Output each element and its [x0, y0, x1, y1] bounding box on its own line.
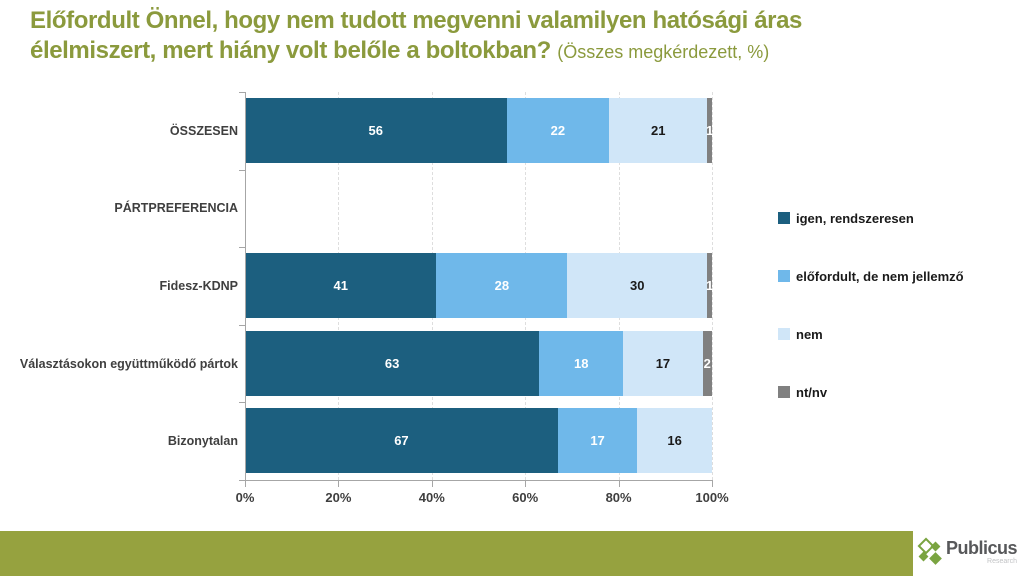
bar-value-label: 17 — [655, 355, 671, 371]
bar-segment: 18 — [539, 330, 624, 396]
bar-value-label: 1 — [706, 278, 714, 294]
y-axis-tick — [239, 324, 245, 326]
x-axis-label: 0% — [235, 490, 255, 505]
x-axis-tick — [338, 481, 340, 487]
legend-label: igen, rendszeresen — [796, 210, 914, 226]
bar-segment: 2 — [702, 330, 712, 396]
category-label: PÁRTPREFERENCIA — [114, 201, 238, 216]
publicus-logo: Publicus Research — [913, 527, 1024, 576]
bar-segment: 21 — [609, 98, 708, 163]
bar-segment: 30 — [567, 253, 708, 319]
x-axis-tick — [618, 481, 620, 487]
bar-row: 41 28 30 1 — [245, 253, 714, 319]
x-axis-label: 60% — [512, 490, 539, 505]
x-axis-label: 40% — [418, 490, 445, 505]
bar-value-label: 67 — [394, 433, 409, 449]
x-axis-tick — [245, 481, 246, 487]
plot-area: 56 22 21 1 41 28 30 1 63 18 17 2 67 17 16 — [245, 92, 714, 480]
y-axis-tick — [239, 92, 245, 93]
x-axis-tick — [712, 481, 713, 487]
bar-value-label: 30 — [630, 278, 645, 294]
bar-segment: 22 — [506, 98, 610, 163]
bar-value-label: 22 — [550, 123, 566, 138]
bar-value-label: 17 — [590, 433, 605, 449]
bar-value-label: 28 — [494, 278, 510, 294]
x-axis-line — [245, 480, 713, 481]
category-label: Bizonytalan — [167, 434, 238, 449]
bar-row: 56 22 21 1 — [245, 98, 714, 163]
bar-segment: 17 — [557, 408, 638, 474]
category-label: ÖSSZESEN — [169, 123, 238, 138]
title-line2: élelmiszert, mert hiány volt belőle a bo… — [30, 37, 551, 64]
x-axis-label: 80% — [605, 490, 632, 505]
legend: igen, rendszeresen előfordult, de nem jel… — [778, 210, 964, 442]
diamond-solid-icon — [929, 551, 942, 565]
logo-text: Publicus Research — [946, 537, 1018, 565]
bar-value-label: 56 — [368, 123, 383, 138]
y-axis-tick — [239, 402, 245, 404]
legend-label: nt/nv — [796, 384, 828, 400]
bar-value-label: 41 — [333, 278, 348, 294]
bar-value-label: 1 — [706, 123, 714, 138]
bar-segment: 41 — [245, 253, 437, 319]
x-axis-label: 100% — [695, 490, 729, 505]
logo-name: Publicus — [946, 537, 1018, 558]
legend-item: nt/nv — [778, 384, 964, 400]
bar-value-label: 16 — [667, 433, 682, 449]
category-label: Választásokon együttműködő pártok — [19, 356, 238, 371]
x-axis-tick — [525, 481, 527, 487]
diamond-solid-icon — [930, 541, 941, 551]
bar-segment: 16 — [637, 408, 712, 474]
x-axis-tick — [431, 481, 433, 487]
bar-segment: 1 — [706, 253, 714, 319]
bar-row: 67 17 16 — [245, 408, 712, 474]
bar-segment: 63 — [245, 330, 540, 396]
category-label: Fidesz-KDNP — [159, 278, 238, 293]
y-axis-tick — [239, 169, 245, 171]
legend-label: nem — [796, 326, 823, 342]
bar-segment: 17 — [623, 330, 703, 396]
legend-swatch-icon — [778, 386, 790, 398]
bar-segment: 56 — [245, 98, 507, 163]
x-axis-label: 20% — [325, 490, 352, 505]
legend-swatch-icon — [778, 328, 790, 340]
bar-value-label: 2 — [703, 355, 711, 371]
legend-item: nem — [778, 326, 964, 342]
title-line1: Előfordult Önnel, hogy nem tudott megven… — [30, 7, 802, 34]
legend-swatch-icon — [778, 212, 790, 224]
y-axis-tick — [239, 247, 245, 249]
bar-segment: 1 — [706, 98, 714, 163]
legend-item: igen, rendszeresen — [778, 210, 964, 226]
bar-segment: 67 — [245, 408, 558, 474]
legend-item: előfordult, de nem jellemző — [778, 268, 964, 284]
chart-title: Előfordult Önnel, hogy nem tudott megven… — [30, 6, 1015, 66]
legend-label: előfordult, de nem jellemző — [796, 268, 964, 284]
bar-value-label: 21 — [651, 123, 666, 138]
bar-value-label: 63 — [384, 355, 400, 371]
category-labels: ÖSSZESEN PÁRTPREFERENCIA Fidesz-KDNP Válasz… — [6, 92, 238, 480]
bar-value-label: 18 — [573, 355, 589, 371]
bar-row: 63 18 17 2 — [245, 330, 712, 396]
y-axis-tick — [239, 480, 245, 481]
gridline — [712, 92, 713, 480]
logo-subtext: Research — [987, 557, 1018, 565]
y-axis-line — [245, 92, 246, 481]
footer-band — [0, 531, 913, 576]
legend-swatch-icon — [778, 270, 790, 282]
title-suffix: (Összes megkérdezett, %) — [557, 42, 770, 62]
publicus-diamonds-icon — [917, 537, 943, 566]
bar-segment: 28 — [436, 253, 568, 319]
